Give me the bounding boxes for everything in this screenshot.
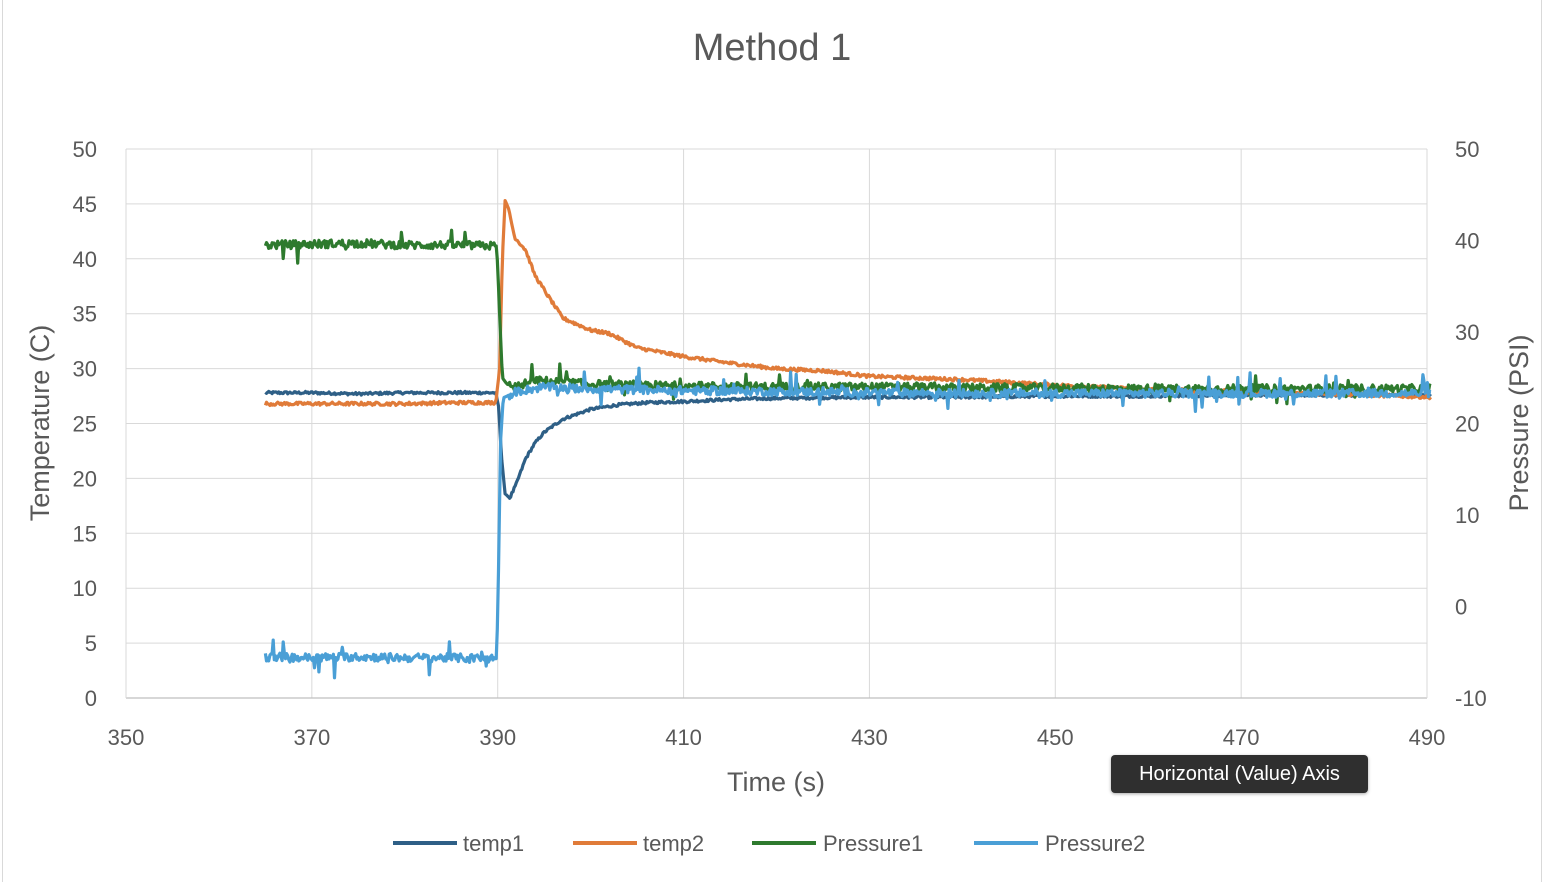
x-tick-label: 390: [479, 725, 516, 750]
y-tick-label: 35: [73, 302, 97, 327]
y2-tick-label: 40: [1455, 229, 1479, 254]
series-line-pressure2[interactable]: [263, 366, 1432, 680]
x-tick-label: 450: [1037, 725, 1074, 750]
x-tick-label: 410: [665, 725, 702, 750]
series-line-temp1[interactable]: [264, 389, 1432, 500]
y-tick-label: 50: [73, 137, 97, 162]
y-tick-label: 20: [73, 466, 97, 491]
y2-axis-title: Pressure (PSI): [1504, 334, 1534, 511]
y-tick-label: 0: [85, 686, 97, 711]
x-tick-label: 350: [108, 725, 145, 750]
y-tick-label: 30: [73, 357, 97, 382]
y2-tick-label: 10: [1455, 503, 1479, 528]
legend-label: temp2: [643, 831, 704, 856]
y-axis-title: Temperature (C): [25, 325, 55, 522]
legend-label: Pressure2: [1045, 831, 1145, 856]
gridlines: [126, 148, 1428, 698]
y-tick-label: 10: [73, 576, 97, 601]
x-tick-label: 490: [1409, 725, 1446, 750]
legend: temp1 temp2 Pressure1 Pressure2: [393, 831, 1145, 856]
chart-left-border: [2, 0, 3, 882]
chart-title: Method 1: [693, 27, 851, 69]
legend-label: Pressure1: [823, 831, 923, 856]
y-tick-label: 25: [73, 412, 97, 437]
y-tick-label: 5: [85, 631, 97, 656]
x-axis-title: Time (s): [727, 767, 825, 797]
x-tick-label: 470: [1223, 725, 1260, 750]
plot-area: [263, 199, 1432, 680]
y-tick-label: 15: [73, 521, 97, 546]
y2-tick-label: -10: [1455, 686, 1487, 711]
x-tick-label: 430: [851, 725, 888, 750]
y2-tick-label: 30: [1455, 320, 1479, 345]
y-tick-label: 45: [73, 192, 97, 217]
y-tick-label: 40: [73, 247, 97, 272]
y2-tick-label: 50: [1455, 137, 1479, 162]
chart-right-border: [1541, 0, 1542, 882]
legend-label: temp1: [463, 831, 524, 856]
x-tick-label: 370: [293, 725, 330, 750]
axis-tooltip: Horizontal (Value) Axis: [1111, 755, 1368, 793]
y2-tick-label: 0: [1455, 595, 1467, 620]
axes[interactable]: 0 5 10 15 20 25 30 35 40 45 50 350 370 390 410 430 450 47…: [73, 137, 1487, 750]
y2-tick-label: 20: [1455, 412, 1479, 437]
series-line-pressure1[interactable]: [263, 228, 1432, 406]
